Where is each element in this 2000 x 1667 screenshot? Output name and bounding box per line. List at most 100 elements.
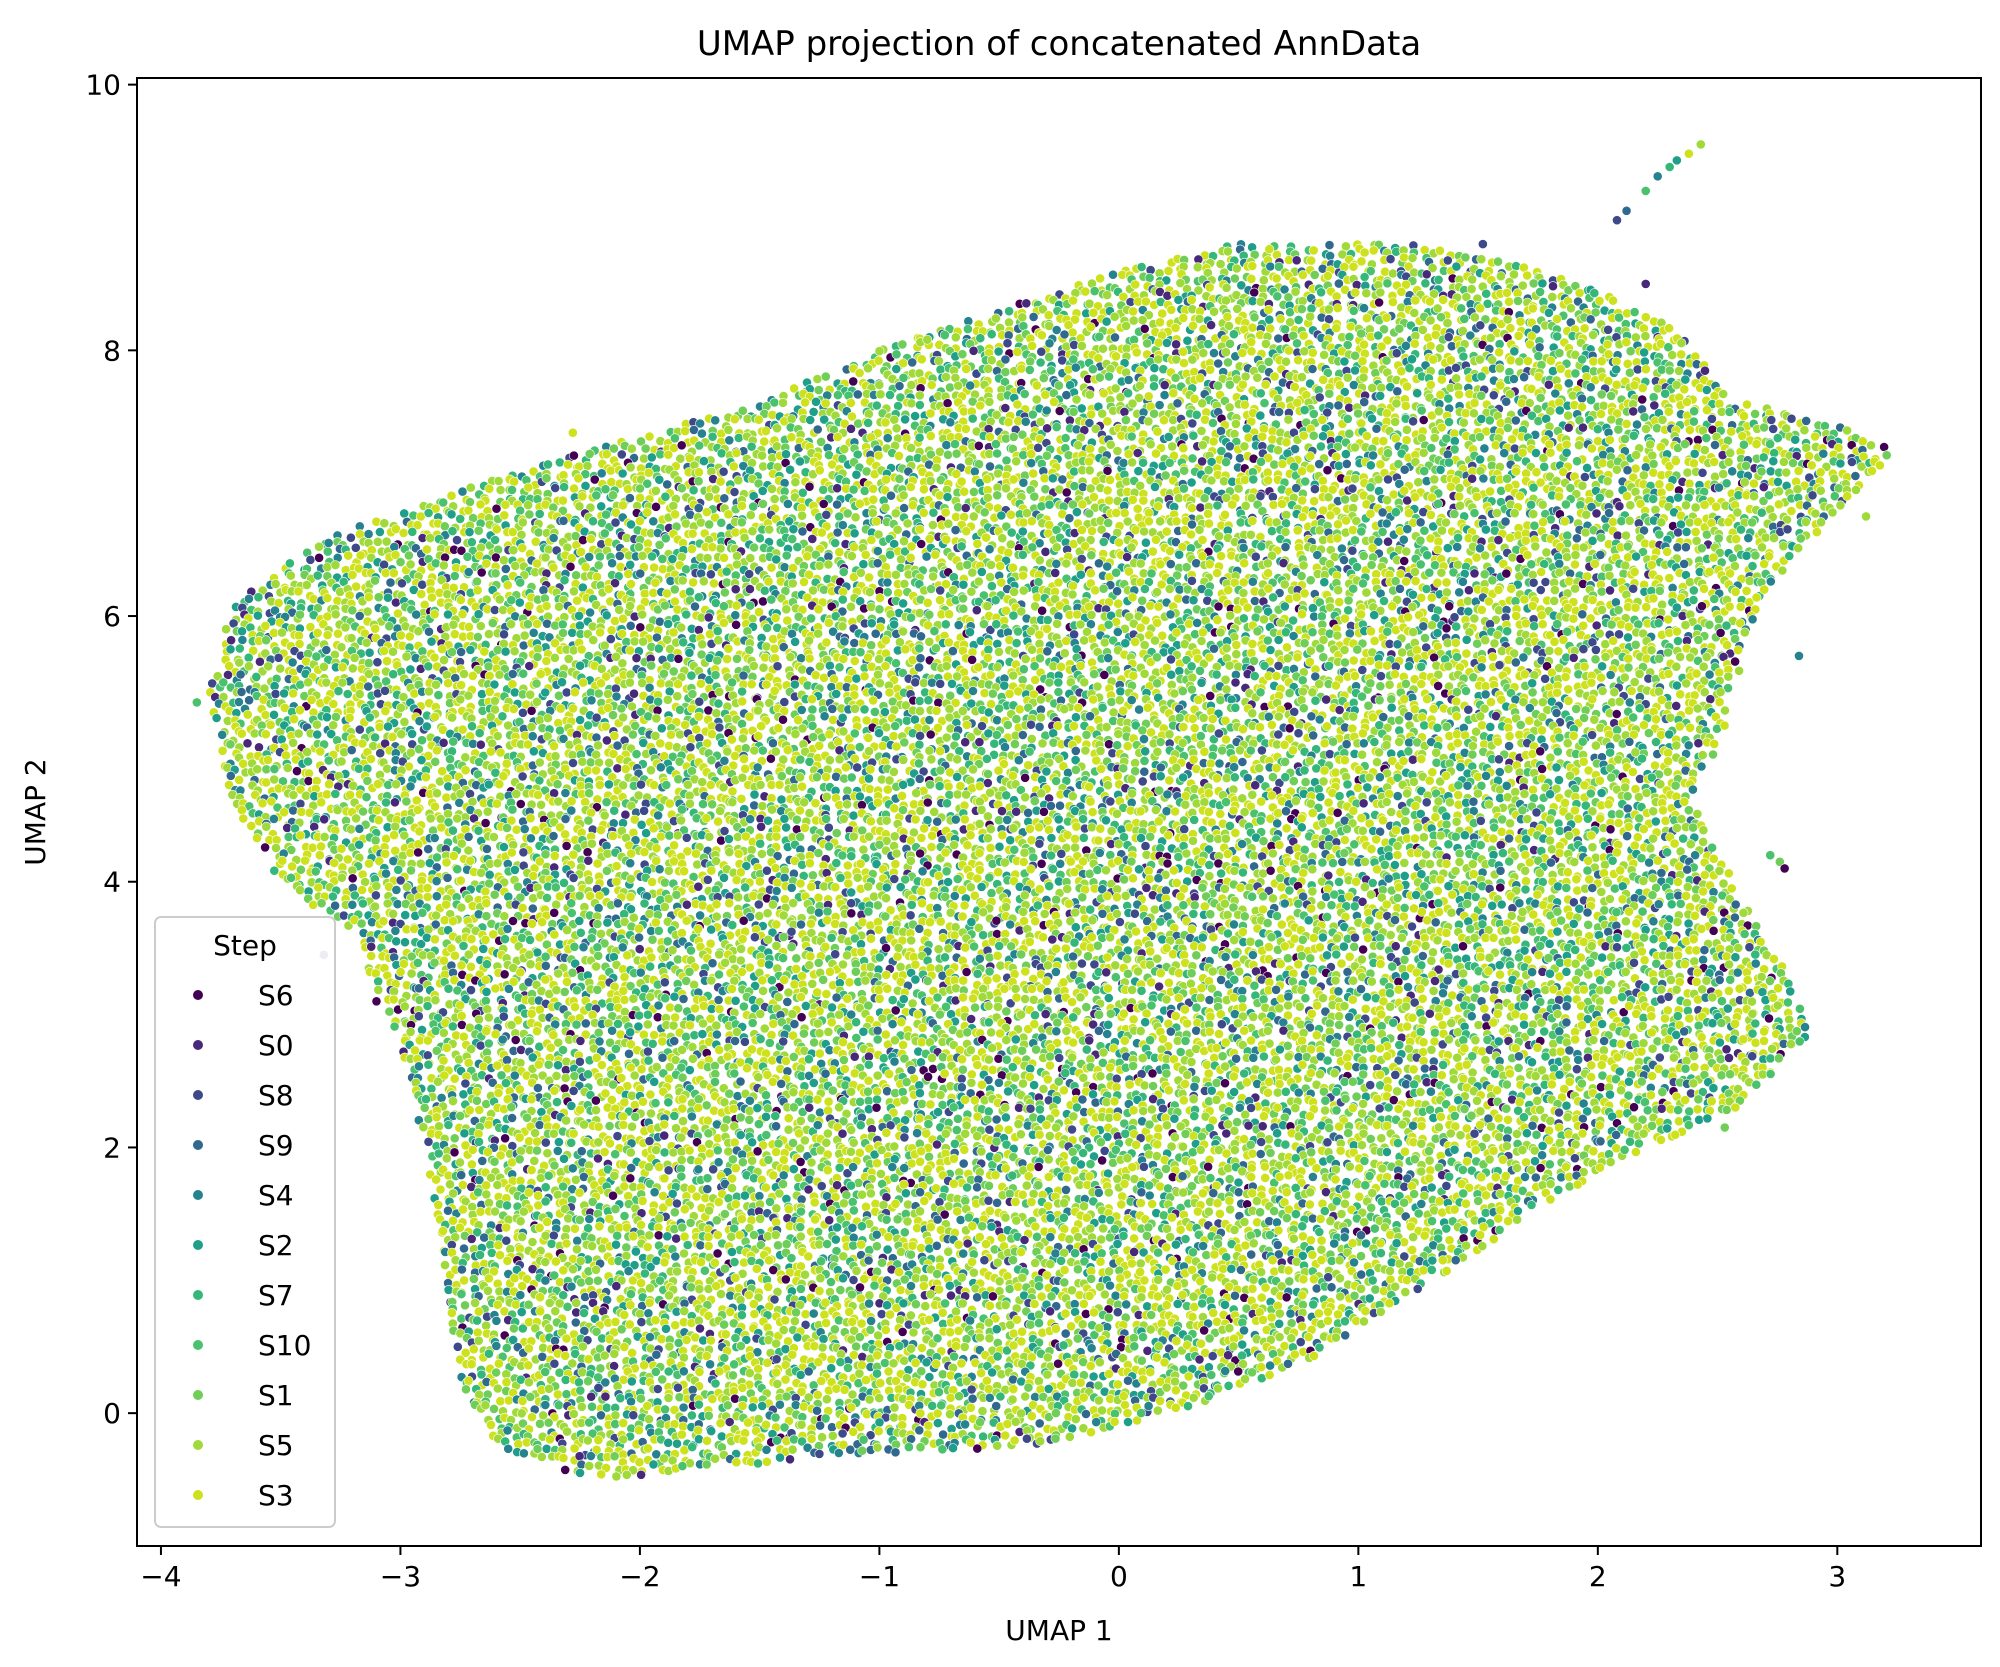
data-point [1192, 262, 1203, 273]
data-point [1123, 388, 1133, 399]
data-point [1309, 269, 1320, 280]
data-point [1306, 303, 1317, 314]
data-point [767, 484, 777, 494]
data-point [995, 561, 1006, 571]
data-point [1795, 533, 1806, 544]
data-point [1296, 571, 1307, 581]
data-point [1018, 517, 1029, 528]
data-point [1749, 478, 1759, 489]
data-point [1109, 311, 1120, 322]
data-point [455, 514, 466, 524]
data-point [1071, 394, 1082, 405]
data-point [1191, 409, 1202, 420]
data-point [1881, 450, 1892, 461]
data-point [943, 518, 954, 529]
data-point [1085, 568, 1096, 579]
data-point [1264, 244, 1275, 255]
data-point [508, 545, 519, 556]
data-point [1187, 418, 1198, 429]
data-point [1401, 340, 1411, 351]
data-point [1188, 430, 1199, 441]
data-point [1526, 499, 1536, 510]
data-point [1265, 261, 1276, 272]
data-point [1150, 481, 1160, 492]
data-point [1597, 458, 1608, 468]
data-point [732, 551, 742, 561]
data-point [906, 541, 917, 552]
data-point [1039, 473, 1050, 484]
data-point [925, 408, 936, 419]
data-point [997, 533, 1008, 544]
data-point [1088, 307, 1099, 318]
data-point [987, 581, 997, 591]
data-point [421, 544, 432, 555]
data-point [1679, 559, 1690, 569]
data-point [1654, 479, 1665, 490]
data-point [1353, 408, 1363, 419]
data-point [898, 372, 909, 383]
data-point [1382, 278, 1393, 289]
data-point [523, 482, 534, 493]
data-point [1539, 461, 1550, 472]
data-point [305, 554, 316, 565]
data-point [872, 558, 883, 569]
data-point [1146, 466, 1157, 477]
data-point [1275, 314, 1286, 324]
data-point [1133, 466, 1144, 476]
data-point [1175, 278, 1186, 288]
data-point [1758, 482, 1769, 492]
data-point [1580, 527, 1591, 538]
data-point [757, 450, 767, 461]
data-point [814, 560, 825, 571]
data-point [1581, 509, 1592, 520]
data-point [1475, 431, 1485, 442]
data-point [1493, 535, 1504, 545]
data-point [1585, 382, 1596, 393]
data-point [1026, 449, 1037, 459]
data-point [1308, 430, 1319, 441]
data-point [846, 423, 856, 434]
data-point [1310, 484, 1320, 494]
data-point [1061, 487, 1072, 498]
data-point [1544, 439, 1555, 450]
data-point [1611, 364, 1622, 375]
data-point [1070, 362, 1081, 373]
data-point [1800, 517, 1811, 527]
data-point [1102, 561, 1113, 572]
data-point [1810, 508, 1821, 519]
data-point [1086, 409, 1096, 420]
data-point [596, 501, 607, 512]
data-point [1084, 389, 1095, 400]
data-point [1475, 303, 1486, 314]
data-point [1145, 439, 1156, 450]
data-point [644, 431, 655, 442]
data-point [1027, 409, 1038, 420]
data-point [1277, 459, 1288, 469]
data-point [1469, 508, 1480, 518]
data-point [1736, 524, 1746, 535]
data-point [1227, 499, 1238, 510]
data-point [1153, 501, 1163, 512]
data-point [1398, 534, 1409, 545]
data-point [1323, 304, 1334, 315]
data-point [1098, 537, 1109, 547]
data-point [719, 493, 730, 504]
data-point [702, 507, 712, 517]
data-point [1429, 474, 1440, 485]
data-point [1016, 363, 1027, 374]
data-point [1072, 507, 1082, 517]
data-point [1206, 320, 1216, 330]
data-point [1138, 457, 1148, 468]
data-point [1322, 271, 1333, 281]
data-point [1036, 501, 1047, 512]
data-point [635, 483, 645, 494]
data-point [1212, 568, 1222, 578]
data-point [890, 508, 901, 519]
data-point [1155, 559, 1166, 570]
data-point [693, 476, 704, 487]
data-point [1224, 379, 1235, 390]
data-point [1298, 560, 1309, 571]
data-point [1784, 551, 1795, 561]
data-point [1101, 316, 1112, 327]
data-point [407, 526, 418, 537]
